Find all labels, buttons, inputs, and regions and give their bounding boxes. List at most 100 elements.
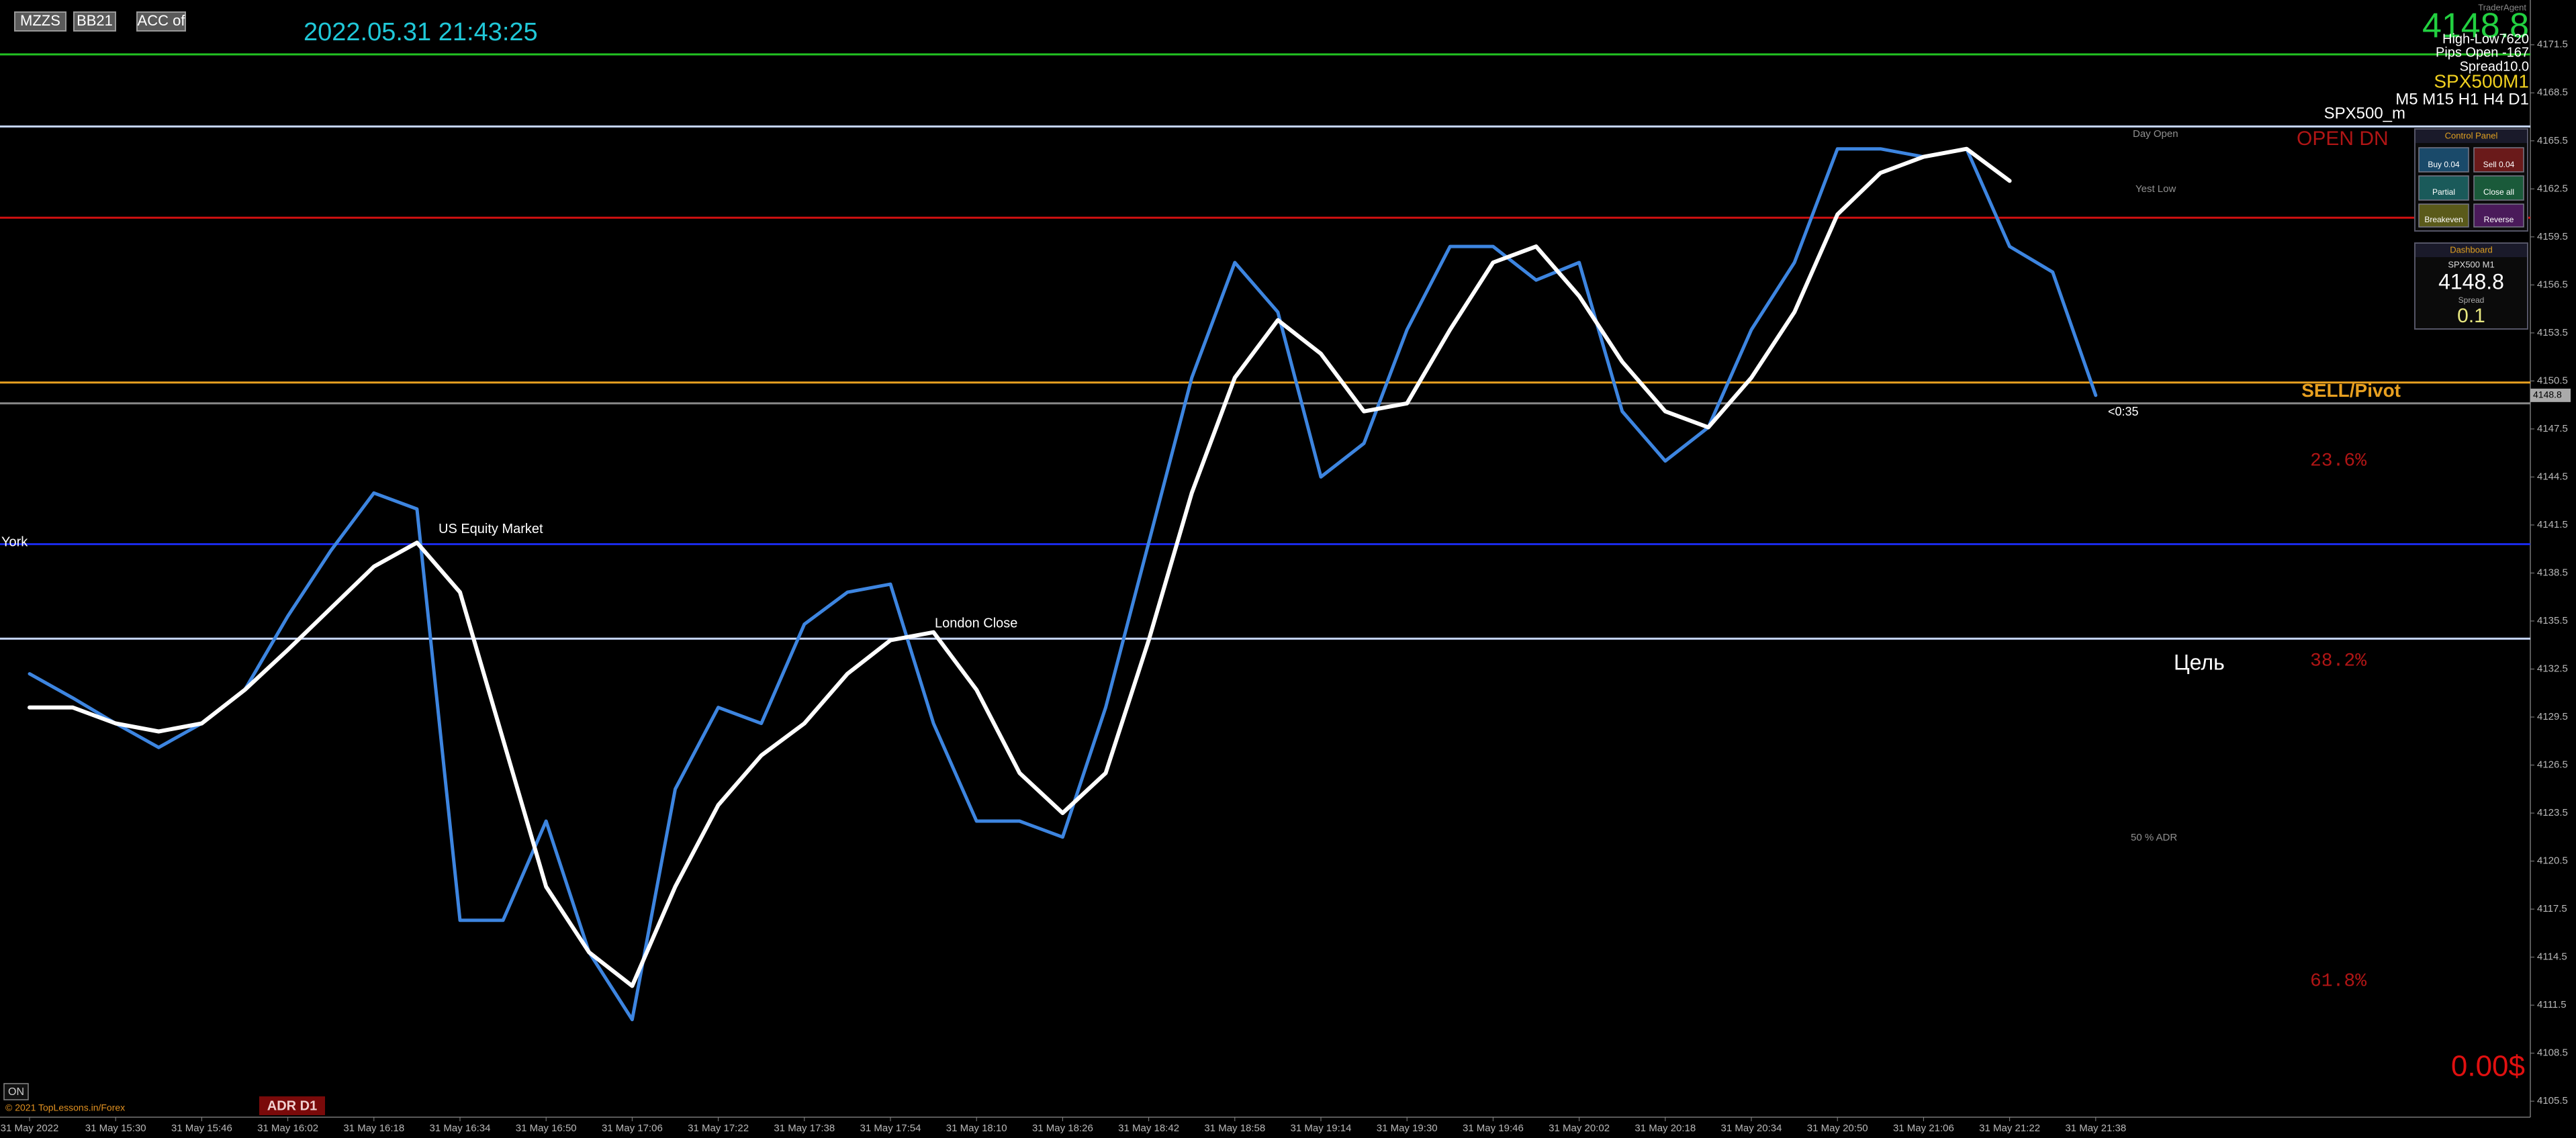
y-tick-label: 4153.5	[2537, 327, 2568, 338]
pips-open: Pips Open -167	[2436, 45, 2529, 60]
x-tick-label: 31 May 18:58	[1204, 1123, 1265, 1134]
x-tick-label: 31 May 19:46	[1463, 1123, 1524, 1134]
x-tick-label: 31 May 20:02	[1549, 1123, 1610, 1134]
symbol: SPX500M1	[2434, 70, 2529, 91]
x-tick-label: 31 May 20:34	[1721, 1123, 1782, 1134]
fib-label: 38.2%	[2310, 651, 2366, 671]
reverse-button[interactable]	[2473, 203, 2524, 228]
price-tag-label: 4148.8	[2533, 389, 2562, 400]
x-tick-label: 31 May 20:50	[1807, 1123, 1868, 1134]
x-tick-label: 31 May 19:14	[1291, 1123, 1352, 1134]
symbol-name: SPX500_m	[2324, 104, 2405, 122]
partial-button[interactable]	[2418, 175, 2469, 201]
panel-title: Control Panel	[2445, 130, 2498, 140]
y-tick-label: 4132.5	[2537, 663, 2568, 674]
price-tag	[2530, 388, 2571, 402]
fib-label: 61.8%	[2310, 971, 2366, 992]
spread: Spread10.0	[2460, 59, 2529, 74]
copyright: © 2021 TopLessons.in/Forex	[5, 1102, 125, 1113]
y-tick-label: 4162.5	[2537, 183, 2568, 194]
y-tick-label: 4111.5	[2537, 999, 2567, 1010]
button-label[interactable]: Partial	[2432, 187, 2455, 197]
x-tick-label: 31 May 18:26	[1032, 1123, 1093, 1134]
adr-text[interactable]: ADR D1	[267, 1098, 317, 1113]
day-open-label: Day Open	[2133, 128, 2178, 140]
y-tick-label: 4105.5	[2537, 1095, 2568, 1106]
x-tick-label: 31 May 17:22	[688, 1123, 749, 1134]
y-tick-label: 4108.5	[2537, 1047, 2568, 1059]
y-tick-label: 4141.5	[2537, 519, 2568, 530]
y-tick-label: 4165.5	[2537, 135, 2568, 146]
x-tick-label: 31 May 21:22	[1979, 1123, 2040, 1134]
session-label: York	[1, 534, 28, 549]
y-tick-label: 4135.5	[2537, 615, 2568, 626]
button-label[interactable]: ACC of	[138, 12, 186, 29]
datetime: 2022.05.31 21:43:25	[304, 18, 538, 46]
fib-label: 23.6%	[2310, 451, 2366, 471]
y-tick-label: 4171.5	[2537, 39, 2568, 50]
x-tick-label: 31 May 17:06	[602, 1123, 663, 1134]
current-price: 4148.8	[2422, 7, 2529, 46]
button-label[interactable]: Buy 0.04	[2428, 160, 2460, 169]
x-tick-label: 31 May 17:38	[774, 1123, 835, 1134]
button-label[interactable]: Close all	[2483, 187, 2514, 197]
open-label: OPEN DN	[2297, 128, 2389, 150]
y-tick-label: 4117.5	[2537, 903, 2567, 914]
y-tick-label: 4159.5	[2537, 231, 2568, 242]
x-tick-label: 31 May 18:42	[1118, 1123, 1179, 1134]
indicator-button[interactable]	[136, 11, 186, 32]
panel-header	[2416, 130, 2527, 143]
x-tick-label: 31 May 16:18	[343, 1123, 404, 1134]
x-tick-label: 31 May 15:46	[171, 1123, 232, 1134]
y-tick-label: 4126.5	[2537, 759, 2568, 770]
x-tick-label: 31 May 2022	[1, 1123, 59, 1134]
on-button[interactable]	[3, 1083, 29, 1100]
breakeven-button[interactable]	[2418, 203, 2469, 228]
y-tick-label: 4123.5	[2537, 807, 2568, 818]
x-tick-label: 31 May 16:34	[430, 1123, 491, 1134]
indicator-button[interactable]	[73, 11, 116, 32]
on-label[interactable]: ON	[8, 1086, 24, 1098]
y-tick-label: 4120.5	[2537, 855, 2568, 867]
dashboard	[2414, 242, 2528, 330]
dashboard-price: 4148.8	[2438, 269, 2504, 293]
level-label: US Equity Market	[439, 522, 543, 536]
button-label[interactable]: Breakeven	[2424, 215, 2463, 224]
moving-average	[28, 146, 2012, 988]
button-label[interactable]: MZZS	[20, 12, 60, 29]
adr-label: 50 % ADR	[2131, 832, 2177, 843]
indicator-button[interactable]	[14, 11, 66, 32]
high-low: High-Low7620	[2442, 32, 2529, 46]
y-tick-label: 4129.5	[2537, 711, 2568, 722]
x-tick-label: 31 May 16:02	[257, 1123, 318, 1134]
sell-button[interactable]	[2473, 147, 2524, 173]
price-line	[28, 147, 2098, 1022]
x-tick-label: 31 May 20:18	[1635, 1123, 1696, 1134]
button-label[interactable]: Reverse	[2484, 215, 2514, 224]
x-tick-label: 31 May 19:30	[1377, 1123, 1438, 1134]
timeframes[interactable]: M5 M15 H1 H4 D1	[2395, 90, 2529, 108]
dashboard-spread-label: Spread	[2458, 295, 2485, 305]
close-all-button[interactable]	[2473, 175, 2524, 201]
button-label[interactable]: Sell 0.04	[2483, 160, 2515, 169]
y-tick-label: 4168.5	[2537, 87, 2568, 98]
button-label[interactable]: BB21	[77, 12, 113, 29]
dashboard-spread: 0.1	[2457, 305, 2485, 327]
level-label: SELL/Pivot	[2301, 380, 2401, 401]
y-tick-label: 4138.5	[2537, 567, 2568, 578]
buy-button[interactable]	[2418, 147, 2469, 173]
x-tick-label: 31 May 17:54	[860, 1123, 921, 1134]
profit: 0.00$	[2451, 1050, 2525, 1083]
y-tick-label: 4147.5	[2537, 423, 2568, 434]
bar-countdown: <0:35	[2108, 405, 2139, 418]
y-tick-label: 4156.5	[2537, 279, 2568, 290]
adr-button[interactable]	[259, 1096, 325, 1115]
y-tick-label: 4144.5	[2537, 471, 2568, 482]
target-label: Цель	[2174, 650, 2225, 674]
x-tick-label: 31 May 21:06	[1893, 1123, 1954, 1134]
y-tick-label: 4114.5	[2537, 951, 2567, 963]
x-tick-label: 31 May 21:38	[2065, 1123, 2126, 1134]
